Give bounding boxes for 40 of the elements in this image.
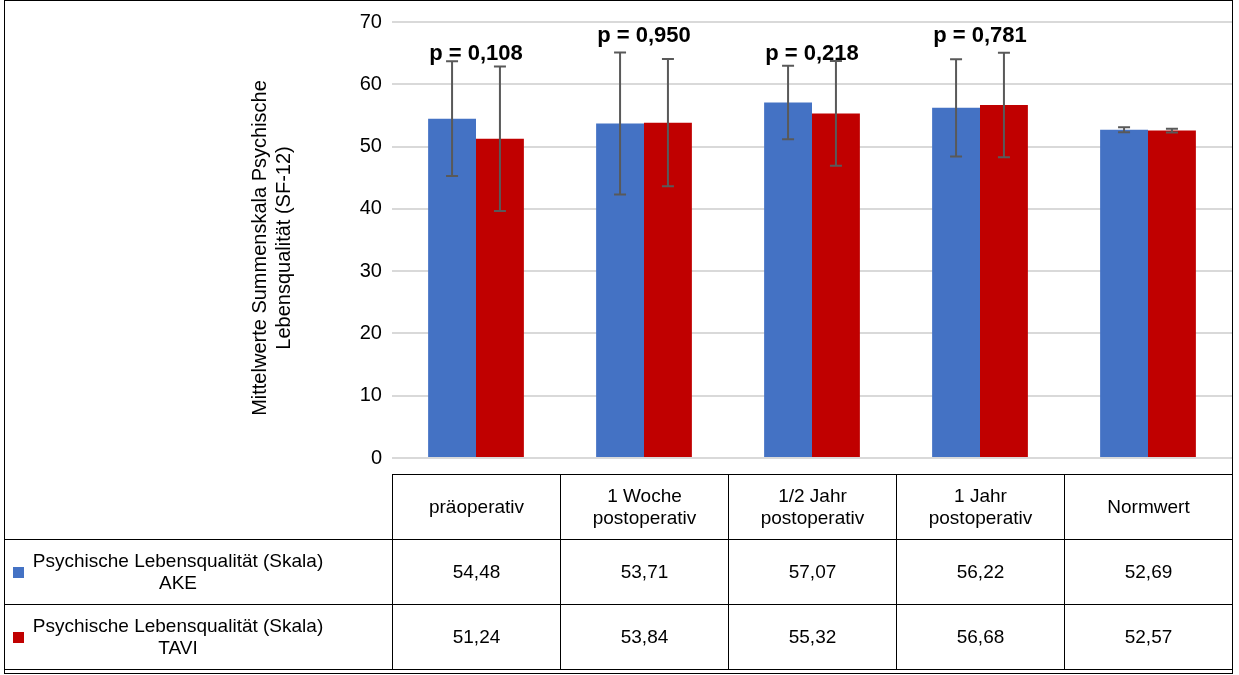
x-tick-label: präoperativ <box>392 474 561 540</box>
x-tick-label: 1/2 Jahr postoperativ <box>728 474 897 540</box>
y-tick-label: 30 <box>359 258 382 281</box>
bar <box>1148 130 1196 457</box>
bar <box>1100 129 1148 457</box>
data-label: 53,71 <box>560 539 729 605</box>
y-axis-title: Mittelwerte Summenskala Psychische Lebensqualität (SF-12) <box>247 79 295 418</box>
data-label: 53,84 <box>560 604 729 670</box>
bar <box>476 138 524 457</box>
x-tick-label: 1 Jahr postoperativ <box>896 474 1065 540</box>
legend-label: Psychische Lebensqualität (Skala) AKE <box>31 550 325 594</box>
y-tick-label: 60 <box>359 71 382 94</box>
bar <box>644 122 692 457</box>
bar <box>764 102 812 457</box>
annotation: p = 0,781 <box>933 22 1027 48</box>
data-label: 56,22 <box>896 539 1065 605</box>
data-label: 56,68 <box>896 604 1065 670</box>
data-label: 55,32 <box>728 604 897 670</box>
bar <box>932 107 980 457</box>
x-tick-label: 1 Woche postoperativ <box>560 474 729 540</box>
y-tick-label: 0 <box>370 445 382 468</box>
y-tick-label: 10 <box>359 383 382 406</box>
x-tick-label: Normwert <box>1064 474 1233 540</box>
annotation: p = 0,108 <box>429 40 523 66</box>
data-label: 57,07 <box>728 539 897 605</box>
data-label: 52,57 <box>1064 604 1233 670</box>
y-tick-label: 50 <box>359 134 382 157</box>
bar <box>596 123 644 457</box>
data-label: 51,24 <box>392 604 561 670</box>
annotation: p = 0,950 <box>597 22 691 48</box>
bar <box>980 104 1028 457</box>
bar <box>812 113 860 457</box>
y-tick-label: 70 <box>359 9 382 32</box>
data-label: 52,69 <box>1064 539 1233 605</box>
bar <box>428 118 476 457</box>
data-label: 54,48 <box>392 539 561 605</box>
legend-label: Psychische Lebensqualität (Skala) TAVI <box>31 615 325 659</box>
y-tick-label: 40 <box>359 196 382 219</box>
annotation: p = 0,218 <box>765 40 859 66</box>
y-tick-label: 20 <box>359 320 382 343</box>
